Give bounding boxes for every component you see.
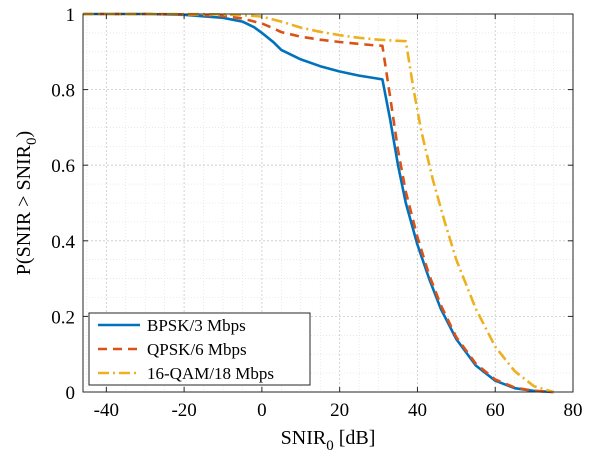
x-axis-label-suffix: [dB]: [334, 427, 376, 449]
x-tick-label: 0: [257, 400, 267, 421]
data-series: [83, 12, 554, 394]
series-line-16qam: [83, 12, 554, 394]
y-tick-label: 0.2: [51, 307, 75, 328]
plot-frame: [82, 13, 574, 393]
series-line-bpsk: [83, 12, 554, 394]
y-tick-label: 0.6: [51, 156, 75, 177]
x-tick-label: 80: [564, 400, 583, 421]
x-axis-label-subscript: 0: [326, 438, 334, 454]
y-tick-label: 0: [66, 383, 76, 404]
x-axis-label-base: SNIR: [281, 427, 327, 449]
legend-label-16qam: 16-QAM/18 Mbps: [147, 364, 274, 383]
legend-label-bpsk: BPSK/3 Mbps: [147, 316, 246, 335]
legend: BPSK/3 Mbps QPSK/6 Mbps 16-QAM/18 Mbps: [88, 312, 311, 386]
x-tick-label: -20: [171, 400, 196, 421]
y-axis-label-prefix: P(SNIR > SNIR: [13, 144, 35, 275]
y-tick-label: 0.4: [51, 232, 75, 253]
x-tick-label: -40: [94, 400, 119, 421]
axis-ticks: -40 -20 0 20 40 60 80 0 0.2 0.4 0.6 0.8 1: [51, 5, 582, 421]
y-axis-label: P(SNIR > SNIR0): [13, 131, 40, 275]
y-tick-label: 0.8: [51, 81, 75, 102]
x-axis-label: SNIR0 [dB]: [281, 427, 376, 454]
y-axis-label-suffix: ): [13, 131, 35, 138]
x-tick-label: 20: [330, 400, 349, 421]
y-tick-label: 1: [66, 5, 76, 26]
legend-label-qpsk: QPSK/6 Mbps: [147, 340, 247, 359]
y-axis-label-subscript: 0: [24, 137, 40, 145]
x-tick-label: 60: [486, 400, 505, 421]
x-tick-label: 40: [408, 400, 427, 421]
series-line-qpsk: [83, 12, 554, 394]
